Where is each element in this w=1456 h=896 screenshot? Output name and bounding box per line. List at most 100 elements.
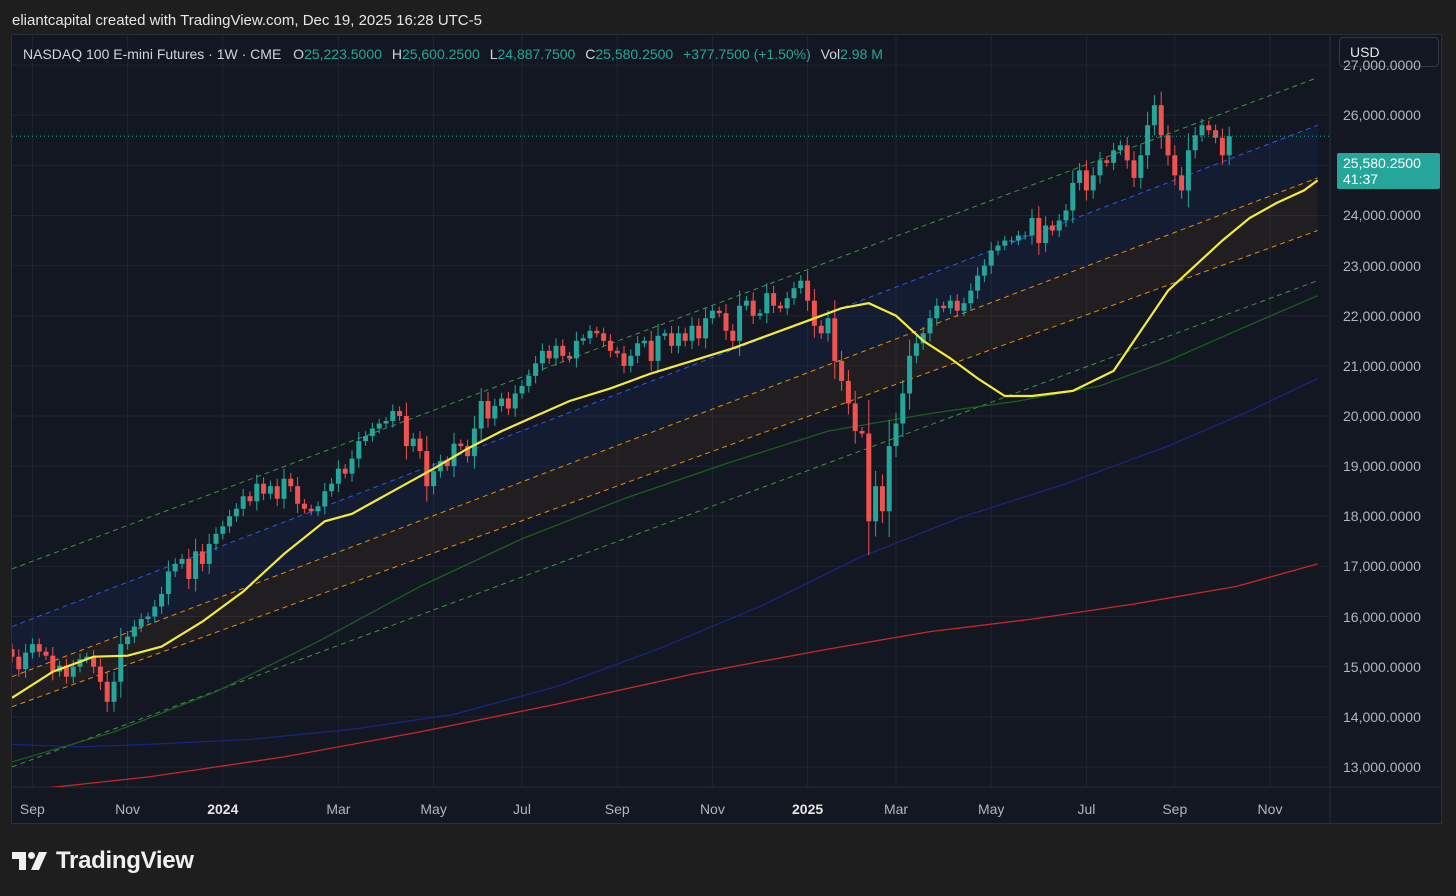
time-tick-label: Mar <box>883 801 909 817</box>
bar-countdown: 41:37 <box>1343 171 1379 187</box>
candle-body <box>363 436 369 442</box>
channel-mid-band <box>12 177 1318 707</box>
currency-button[interactable]: USD <box>1339 37 1439 67</box>
candle-body <box>206 543 212 564</box>
candle-body <box>1036 217 1042 244</box>
candle-body <box>383 421 389 424</box>
candle-body <box>526 375 532 386</box>
candle-body <box>968 290 974 304</box>
price-tick-label: 26,000.0000 <box>1343 107 1421 124</box>
candle-body <box>825 318 831 334</box>
candle-body <box>567 355 573 359</box>
candle-body <box>165 571 171 594</box>
candle-body <box>84 656 90 660</box>
candle-body <box>893 423 899 447</box>
candle-body <box>771 293 777 306</box>
candle-body <box>1199 125 1205 136</box>
candle-body <box>716 310 722 314</box>
candle-body <box>1077 170 1083 183</box>
candle-body <box>941 305 947 309</box>
candle-body <box>308 508 314 512</box>
candle-body <box>335 468 341 484</box>
candle-body <box>1049 225 1055 231</box>
price-tick-label: 18,000.0000 <box>1343 508 1421 525</box>
candle-body <box>267 486 273 494</box>
candle-body <box>376 423 382 429</box>
candle-body <box>601 333 607 341</box>
candle-body <box>655 335 661 361</box>
candle-body <box>91 656 97 667</box>
open-value: 25,223.5000 <box>304 46 382 62</box>
channel-inner-upper-line <box>12 177 1318 678</box>
candle-body <box>29 644 35 653</box>
candle-body <box>145 616 151 620</box>
ma-longest-line <box>49 563 1318 787</box>
low-label: L <box>489 46 498 62</box>
channel-upper-line <box>12 124 1318 628</box>
brand-footer: TradingView <box>12 846 194 876</box>
candle-body <box>50 655 56 672</box>
candle-body <box>607 340 613 351</box>
candle-body <box>254 483 260 502</box>
candle-body <box>852 403 858 432</box>
candle-body <box>16 656 22 670</box>
candle-body <box>927 318 933 334</box>
candle-body <box>213 533 219 544</box>
candle-body <box>1219 137 1225 156</box>
candle-body <box>505 398 511 409</box>
candle-body <box>322 491 328 507</box>
candle-body <box>104 681 110 702</box>
chart-panel[interactable]: NASDAQ 100 E-mini Futures · 1W · CME O25… <box>11 34 1442 824</box>
candle-body <box>750 300 756 316</box>
candle-body <box>179 558 185 564</box>
candle-body <box>97 666 103 682</box>
candle-body <box>866 433 872 522</box>
candle-body <box>125 636 131 645</box>
price-tick-label: 27,000.0000 <box>1343 57 1421 74</box>
candle-body <box>832 318 838 361</box>
last-price-value: 25,580.2500 <box>1343 155 1421 171</box>
chart-caption: eliantcapital created with TradingView.c… <box>12 12 482 29</box>
candle-body <box>981 265 987 276</box>
candle-body <box>159 593 165 607</box>
candle-body <box>805 280 811 301</box>
candle-body <box>635 343 641 356</box>
open-label: O <box>293 46 305 62</box>
candle-body <box>614 350 620 354</box>
candle-body <box>1117 145 1123 151</box>
candle-body <box>743 300 749 306</box>
time-tick-label: Nov <box>1257 801 1283 817</box>
symbol-legend[interactable]: NASDAQ 100 E-mini Futures · 1W · CME O25… <box>23 46 883 62</box>
candle-body <box>934 305 940 319</box>
candle-body <box>424 451 430 487</box>
low-value: 24,887.7500 <box>497 46 576 62</box>
candle-body <box>458 443 464 447</box>
price-chart[interactable] <box>12 35 1441 823</box>
symbol-info[interactable]: NASDAQ 100 E-mini Futures · 1W · CME <box>23 46 282 62</box>
candle-body <box>1090 175 1096 191</box>
candle-body <box>1185 150 1191 191</box>
candle-body <box>546 350 552 359</box>
candle-body <box>471 428 477 457</box>
candle-body <box>873 486 879 522</box>
time-tick-label: May <box>420 801 447 817</box>
candle-body <box>288 478 294 487</box>
candle-body <box>77 659 83 667</box>
candle-body <box>907 355 913 394</box>
ma-fast-line <box>12 179 1319 699</box>
time-tick-label: Sep <box>604 801 630 817</box>
candle-body <box>417 438 423 452</box>
candle-body <box>730 330 736 341</box>
candle-body <box>247 496 253 502</box>
candle-body <box>36 644 42 652</box>
channel-outer-lower-line <box>12 280 1318 768</box>
price-tick-label: 15,000.0000 <box>1343 658 1421 675</box>
candle-body <box>1063 210 1069 221</box>
candle-body <box>723 313 729 331</box>
candle-body <box>70 666 76 677</box>
candle-body <box>669 333 675 346</box>
candle-body <box>492 405 498 419</box>
candle-body <box>913 343 919 356</box>
candle-body <box>641 340 647 344</box>
candle-body <box>410 438 416 447</box>
